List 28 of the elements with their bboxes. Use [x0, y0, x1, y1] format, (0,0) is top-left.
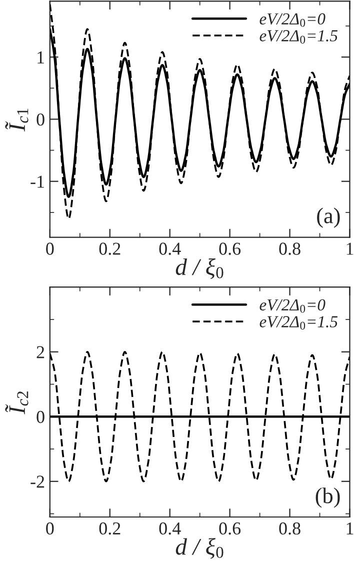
y-tick-label: -2 — [30, 476, 44, 488]
x-axis-title: d / ξ$_{0}$ — [176, 258, 224, 280]
x-tick-label: 1 — [346, 522, 354, 534]
x-tick-label: 0.6 — [219, 522, 241, 535]
y-tick-label: 0 — [36, 410, 44, 424]
legend-label: eV/2Δ$_{0}$=1.5 — [260, 316, 338, 330]
x-tick-label: 0.2 — [99, 242, 120, 255]
x-tick-label: 0.2 — [99, 522, 120, 535]
x-tick-label: 0.4 — [159, 522, 181, 535]
x-tick-label: 0.4 — [159, 242, 181, 255]
y-tick-label: 0 — [36, 113, 44, 126]
annotation: (b) — [316, 488, 340, 508]
x-axis-title: d / ξ$_{0}$ — [176, 538, 224, 559]
y-tick-label: 2 — [36, 346, 44, 358]
x-tick-label: 0.8 — [279, 522, 300, 535]
x-tick-label: 0.6 — [219, 242, 241, 255]
y-axis-title: Ĩ$_{c2}$ — [5, 391, 28, 414]
legend-label: eV/2Δ$_{0}$=1.5 — [260, 30, 338, 44]
y-tick-label: -1 — [30, 176, 44, 188]
legend-label: eV/2Δ$_{0}$=0 — [260, 299, 326, 313]
legend-label: eV/2Δ$_{0}$=0 — [260, 13, 326, 27]
x-tick-label: 0 — [46, 522, 54, 535]
annotation: (a) — [317, 208, 340, 228]
y-tick-label: 1 — [38, 51, 44, 64]
x-tick-label: 1 — [346, 242, 354, 255]
x-tick-label: 0 — [46, 242, 54, 255]
x-tick-label: 0.8 — [279, 242, 300, 255]
y-axis-title: Ĩ$_{c1}$ — [5, 108, 28, 132]
